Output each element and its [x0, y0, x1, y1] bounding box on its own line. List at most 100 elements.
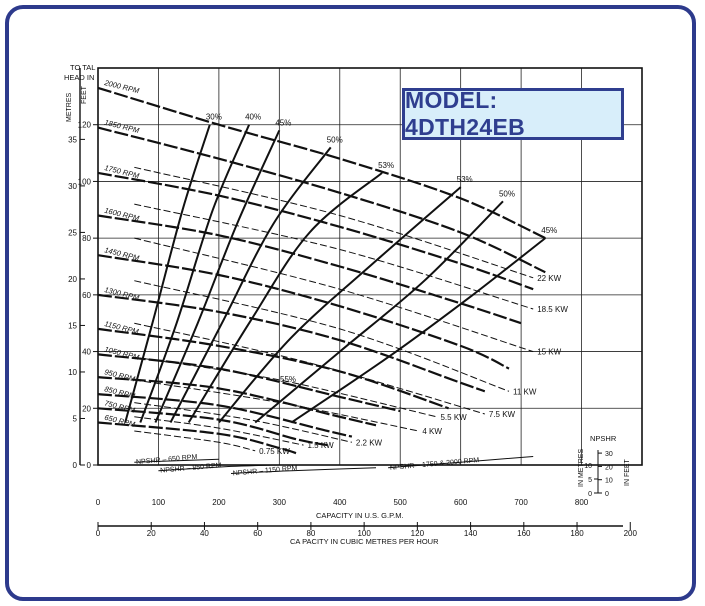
efficiency-label-1: 30%: [206, 113, 222, 122]
metre-tick-label: 35: [68, 135, 77, 144]
npshr-curve-npshr-1150-rpm: [230, 467, 377, 474]
power-curve-15-kw: [134, 237, 534, 353]
metre-tick-label: 30: [68, 182, 77, 191]
efficiency-curve-8: [290, 237, 546, 424]
npshr-title: NPSHR: [590, 434, 617, 443]
model-label: MODEL: 4DTH24EB: [405, 87, 525, 140]
rpm-label-1300-rpm: 1300 RPM: [104, 285, 141, 302]
x2-tick-label: 100: [357, 529, 371, 538]
npshr-feet-tick-label: 10: [605, 478, 613, 485]
metre-tick-label: 15: [68, 321, 77, 330]
x2-tick-label: 160: [517, 529, 531, 538]
feet-tick-label: 20: [82, 404, 91, 413]
efficiency-55-label: 55%: [280, 375, 296, 384]
rpm-label-950-rpm: 950 RPM: [104, 367, 137, 383]
efficiency-curve-4: [169, 146, 332, 423]
rpm-label-1050-rpm: 1050 RPM: [104, 345, 141, 362]
power-curve-7-5-kw: [134, 322, 485, 415]
x-tick-label: 100: [152, 498, 166, 507]
feet-tick-label: 40: [82, 348, 91, 357]
x-tick-label: 200: [212, 498, 226, 507]
rpm-curve-1300-rpm: [97, 293, 486, 393]
feet-tick-label: 100: [78, 177, 92, 186]
npshr-curve-npshr-1750-2000-rpm: [388, 456, 534, 469]
npshr-curve-npshr-650-rpm: [134, 458, 219, 463]
power-curve-2-2-kw: [134, 402, 353, 443]
x2-tick-label: 120: [411, 529, 425, 538]
power-curve-22-kw: [134, 166, 534, 279]
model-badge: MODEL: 4DTH24EB: [402, 87, 624, 140]
y-title-line1: TO TAL: [70, 63, 95, 72]
efficiency-label-8: 45%: [541, 226, 557, 235]
efficiency-curve-3: [154, 129, 281, 423]
npshr-feet-tick-label: 0: [605, 491, 609, 498]
x-tick-label: 500: [394, 498, 408, 507]
x2-tick-label: 20: [147, 529, 156, 538]
power-label-7-5-kw: 7.5 KW: [489, 410, 516, 419]
power-label-15-kw: 15 KW: [537, 348, 561, 357]
power-label-2-2-kw: 2.2 KW: [356, 438, 383, 447]
x-tick-label: 800: [575, 498, 589, 507]
rpm-curve-1850-rpm: [97, 126, 546, 274]
efficiency-curve-1: [124, 124, 211, 423]
x2-tick-label: 180: [570, 529, 584, 538]
plot-border: [97, 67, 643, 466]
npshr-metre-tick-label: 10: [584, 463, 592, 470]
power-label-4-kw: 4 KW: [422, 427, 442, 436]
feet-tick-label: 0: [87, 461, 92, 470]
x2-axis-label: CA PACITY IN CUBIC METRES PER HOUR: [290, 537, 439, 546]
feet-tick-label: 60: [82, 291, 91, 300]
y-label-feet: FEET: [81, 85, 88, 104]
efficiency-curve-7: [254, 200, 504, 424]
efficiency-label-2: 40%: [245, 113, 261, 122]
rpm-curve-750-rpm: [97, 407, 328, 447]
y-label-metres: METRES: [66, 93, 73, 123]
npshr-feet-label: IN FEET: [624, 458, 631, 486]
npshr-metre-tick-label: 5: [588, 477, 592, 484]
efficiency-curve-5: [187, 172, 383, 424]
rpm-curve-650-rpm: [97, 421, 298, 455]
rpm-curve-2000-rpm: [97, 86, 546, 240]
npshr-label-npshr-1750-2000-rpm: NPSHR – 1750 & 2000 RPM: [390, 457, 480, 472]
rpm-curve-1600-rpm: [97, 214, 522, 325]
efficiency-label-7: 50%: [499, 189, 515, 198]
x-tick-label: 700: [514, 498, 528, 507]
power-label-18-5-kw: 18.5 KW: [537, 305, 568, 314]
power-curves: 0.75 KW 1.5 KW 2.2 KW 4 KW 5.5 KW 7.5 KW 11 KW…: [134, 166, 568, 456]
metre-tick-label: 5: [73, 414, 78, 423]
npshr-label-npshr-850-rpm: NPSHR – 850 RPM: [160, 462, 222, 474]
rpm-curve-1050-rpm: [97, 353, 401, 413]
y-title-line2: HEAD IN: [64, 73, 94, 82]
efficiency-label-3: 45%: [275, 118, 291, 127]
power-curve-1-5-kw: [134, 416, 304, 446]
rpm-label-1450-rpm: 1450 RPM: [104, 245, 141, 262]
metre-tick-label: 0: [73, 461, 78, 470]
efficiency-curve-6: [218, 186, 462, 424]
power-label-11-kw: 11 KW: [513, 387, 537, 396]
rpm-curve-950-rpm: [97, 376, 377, 427]
power-curve-0-75-kw: [134, 430, 256, 452]
rpm-curve-1450-rpm: [97, 254, 510, 370]
metre-tick-label: 25: [68, 228, 77, 237]
efficiency-label-5: 53%: [378, 161, 394, 170]
x2-tick-label: 140: [464, 529, 478, 538]
efficiency-label-4: 50%: [327, 135, 343, 144]
npshr-feet-tick-label: 20: [605, 464, 613, 471]
feet-tick-label: 120: [78, 121, 92, 130]
x2-tick-label: 0: [96, 529, 101, 538]
rpm-label-2000-rpm: 2000 RPM: [103, 78, 141, 96]
power-label-0-75-kw: 0.75 KW: [259, 447, 290, 456]
efficiency-label-6: 53%: [457, 175, 473, 184]
x2-tick-label: 60: [253, 529, 262, 538]
x2-tick-label: 40: [200, 529, 209, 538]
npshr-metres-label: IN METRES: [578, 449, 585, 487]
power-label-5-5-kw: 5.5 KW: [440, 413, 467, 422]
power-curve-4-kw: [134, 379, 419, 432]
x-tick-label: 400: [333, 498, 347, 507]
metre-tick-label: 20: [68, 275, 77, 284]
axes: TO TAL HEAD IN FEET METRES CAPACITY IN U…: [64, 63, 637, 546]
npshr-feet-tick-label: 30: [605, 451, 613, 458]
npshr-curve-npshr-850-rpm: [158, 464, 280, 472]
rpm-label-1600-rpm: 1600 RPM: [104, 206, 141, 223]
rpm-label-650-rpm: 650 RPM: [104, 413, 137, 429]
